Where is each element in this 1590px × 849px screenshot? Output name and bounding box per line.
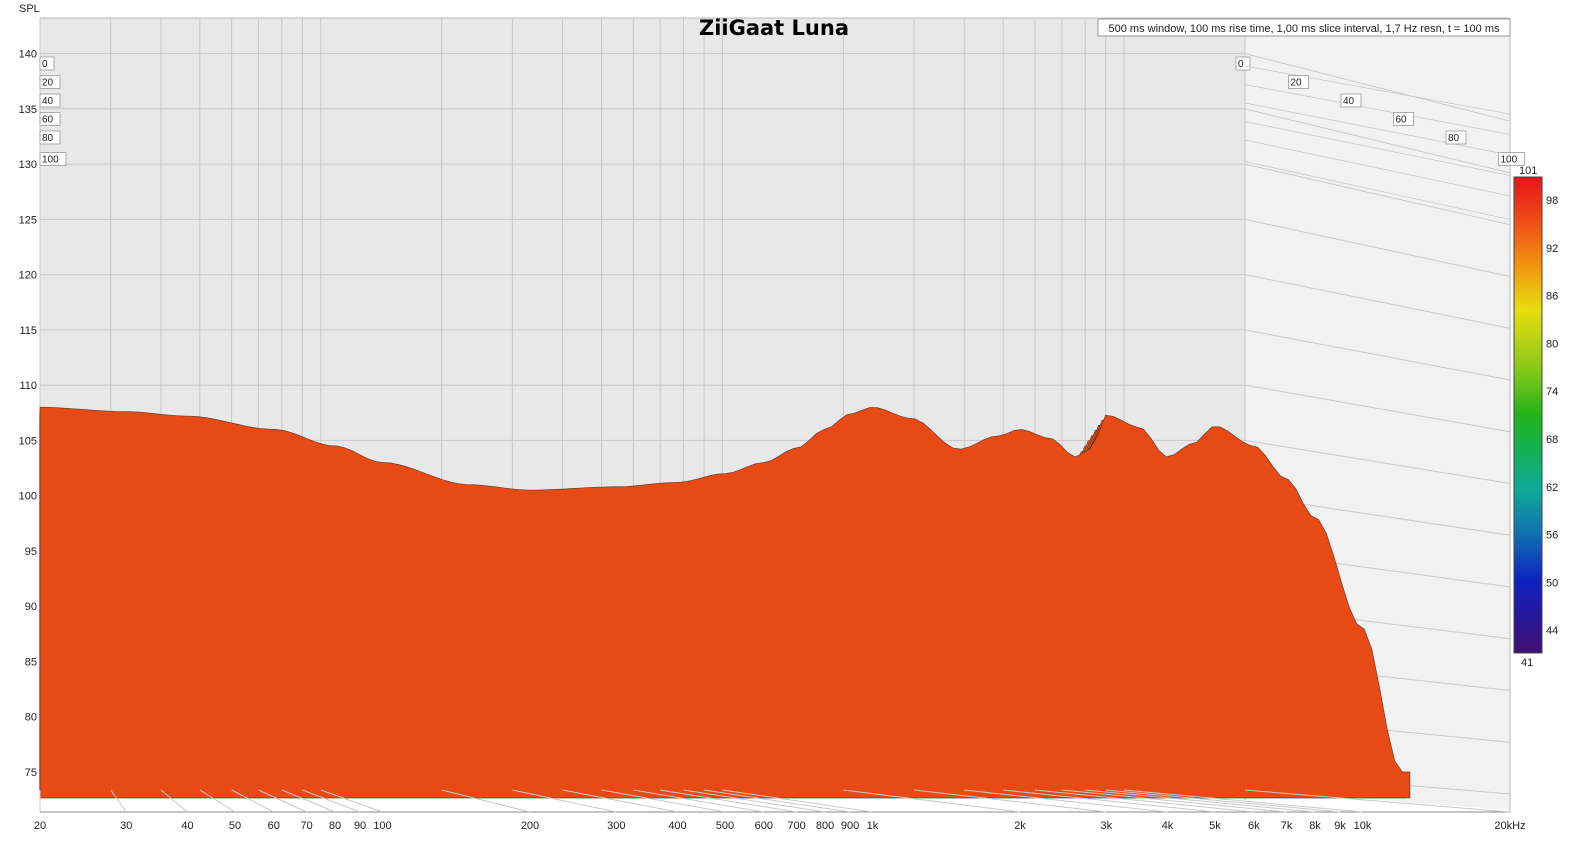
x-tick-label: 800 xyxy=(816,820,834,832)
x-tick-label: 9k xyxy=(1334,820,1346,832)
info-box: 500 ms window, 100 ms rise time, 1,00 ms… xyxy=(1097,18,1511,37)
colorbar-min-label: 41 xyxy=(1521,657,1533,669)
x-tick-label: 3k xyxy=(1100,820,1112,832)
y-tick-label: 115 xyxy=(19,325,37,337)
y-tick-label: 80 xyxy=(25,712,37,724)
x-tick-label: 2k xyxy=(1014,820,1026,832)
colorbar-tick-label: 74 xyxy=(1546,386,1558,398)
y-tick-label: 110 xyxy=(19,380,37,392)
x-tick-label: 500 xyxy=(716,820,734,832)
colorbar-tick-label: 92 xyxy=(1546,243,1558,255)
svg-text:0: 0 xyxy=(42,59,48,70)
x-tick-label: 7k xyxy=(1281,820,1293,832)
y-tick-label: 90 xyxy=(25,601,37,613)
x-tick-label: 8k xyxy=(1309,820,1321,832)
colorbar: 101 41 98 92 86 80 74 68 62 56 50 44 xyxy=(1513,165,1558,669)
x-tick-label: 30 xyxy=(120,820,132,832)
colorbar-tick-label: 50 xyxy=(1546,577,1558,589)
y-axis-label: SPL xyxy=(19,3,40,15)
x-tick-label: 80 xyxy=(329,820,341,832)
y-tick-label: 130 xyxy=(19,159,37,171)
x-tick-label: 40 xyxy=(181,820,193,832)
x-tick-label: 900 xyxy=(841,820,859,832)
time-tick-left: 40 xyxy=(39,93,61,108)
time-tick-right: 40 xyxy=(1340,93,1362,108)
y-tick-label: 105 xyxy=(19,435,37,447)
y-tick-label: 75 xyxy=(25,767,37,779)
svg-text:40: 40 xyxy=(1343,96,1355,107)
x-tick-label: 300 xyxy=(607,820,625,832)
x-tick-label: 1k xyxy=(867,820,879,832)
time-tick-right: 0 xyxy=(1235,56,1251,71)
svg-text:40: 40 xyxy=(42,96,54,107)
colorbar-tick-label: 86 xyxy=(1546,291,1558,303)
x-tick-label: 200 xyxy=(521,820,539,832)
axis-ticks: 20 30 40 50 60 70 80 90 100 200 300 400 500 600 700 800… xyxy=(19,49,1526,832)
y-tick-label: 85 xyxy=(25,656,37,668)
x-tick-label: 6k xyxy=(1248,820,1260,832)
colorbar-tick-label: 80 xyxy=(1546,338,1558,350)
y-tick-label: 120 xyxy=(19,270,37,282)
svg-text:100: 100 xyxy=(1501,155,1518,166)
x-tick-label: 100 xyxy=(373,820,391,832)
x-tick-label: 70 xyxy=(300,820,312,832)
time-tick-right: 60 xyxy=(1393,112,1414,126)
y-tick-label: 95 xyxy=(25,546,37,558)
plot-floor xyxy=(39,789,1511,813)
svg-text:80: 80 xyxy=(1448,133,1460,144)
colorbar-tick-label: 56 xyxy=(1546,530,1558,542)
y-tick-label: 140 xyxy=(19,49,37,61)
chart-title: ZiiGaat Luna xyxy=(699,16,849,40)
time-tick-left: 0 xyxy=(39,56,55,71)
x-tick-label: 4k xyxy=(1162,820,1174,832)
svg-text:20: 20 xyxy=(42,78,54,89)
x-tick-label: 60 xyxy=(268,820,280,832)
time-tick-right: 80 xyxy=(1445,130,1467,145)
svg-text:20: 20 xyxy=(1291,78,1303,89)
colorbar-tick-label: 44 xyxy=(1546,625,1558,637)
waterfall-surface xyxy=(39,406,1411,799)
time-tick-left: 80 xyxy=(39,130,61,145)
x-tick-label: 400 xyxy=(668,820,686,832)
colorbar-tick-label: 62 xyxy=(1546,482,1558,494)
time-tick-left: 20 xyxy=(39,75,61,89)
x-tick-label: 20kHz xyxy=(1494,820,1525,832)
svg-text:0: 0 xyxy=(1238,59,1244,70)
time-tick-right: 100 xyxy=(1498,152,1525,166)
y-tick-label: 135 xyxy=(19,104,37,116)
info-box-text: 500 ms window, 100 ms rise time, 1,00 ms… xyxy=(1109,23,1500,35)
svg-text:80: 80 xyxy=(42,133,54,144)
svg-text:60: 60 xyxy=(1396,115,1408,126)
x-tick-label: 700 xyxy=(787,820,805,832)
y-tick-label: 125 xyxy=(19,214,37,226)
x-tick-label: 20 xyxy=(34,820,46,832)
colorbar-tick-label: 68 xyxy=(1546,434,1558,446)
x-tick-label: 600 xyxy=(755,820,773,832)
x-tick-label: 5k xyxy=(1209,820,1221,832)
time-tick-right: 20 xyxy=(1288,75,1309,89)
y-tick-label: 100 xyxy=(19,491,37,503)
x-tick-label: 50 xyxy=(229,820,241,832)
x-tick-label: 90 xyxy=(354,820,366,832)
x-tick-label: 10k xyxy=(1354,820,1372,832)
colorbar-max-label: 101 xyxy=(1519,165,1537,177)
time-tick-left: 60 xyxy=(39,112,61,126)
svg-text:100: 100 xyxy=(42,155,59,166)
colorbar-tick-label: 98 xyxy=(1546,195,1558,207)
time-axis-labels: 0 0 20 20 40 40 60 60 80 80 100 100 xyxy=(39,56,1525,220)
time-tick-left: 100 xyxy=(39,152,67,166)
svg-text:60: 60 xyxy=(42,115,54,126)
